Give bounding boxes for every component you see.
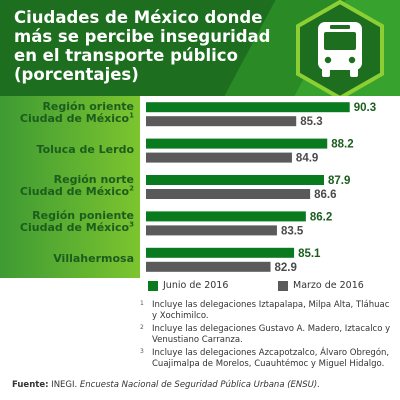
- legend: Junio de 2016 Marzo de 2016: [140, 278, 400, 296]
- data-label: 87.9: [328, 175, 350, 187]
- bar-chart: 90.3 85.3 88.2 84.9 87.9 86.6 86.2 83.5 85.182.9: [140, 96, 400, 278]
- footnotes: 1 Incluye las delegaciones Iztapalapa, Mi…: [138, 300, 396, 372]
- footnote-marker: 3: [129, 220, 134, 229]
- data-label: 85.1: [298, 248, 321, 260]
- footnote: 3 Incluye las delegaciones Azcapotzalco, …: [138, 348, 396, 370]
- header-banner: Ciudades de México donde más se percibe …: [0, 0, 400, 96]
- bar: [146, 225, 277, 236]
- chart-area: 90.3 85.3 88.2 84.9 87.9 86.6 86.2 83.5 85.1 82.9…: [0, 96, 400, 278]
- category-label: Villahermosa: [0, 251, 140, 265]
- category-label-line: Toluca de Lerdo: [36, 142, 134, 156]
- category-label: Toluca de Lerdo: [0, 142, 140, 156]
- footnote: 1 Incluye las delegaciones Iztapalapa, Mi…: [138, 300, 396, 322]
- data-label: 88.2: [331, 139, 353, 151]
- category-label-line: Ciudad de México3: [19, 220, 134, 235]
- legend-swatch: [148, 281, 158, 291]
- plot-background: [140, 96, 400, 278]
- chart-title: Ciudades de México donde más se percibe …: [14, 8, 304, 84]
- footnote-number: 2: [140, 324, 144, 331]
- footnote-text: Incluye las delegaciones Iztapalapa, Mil…: [152, 300, 390, 321]
- category-label-line: Ciudad de México2: [19, 184, 134, 198]
- footnote-marker: 2: [129, 184, 134, 193]
- source-survey: Encuesta Nacional de Seguridad Pública U…: [79, 380, 320, 390]
- category-label-line: Ciudad de México1: [19, 111, 134, 126]
- source-note: Fuente: INEGI. Encuesta Nacional de Segu…: [12, 380, 392, 390]
- footnote: 2 Incluye las delegaciones Gustavo A. Mad…: [138, 324, 396, 346]
- bar: [146, 175, 325, 185]
- category-label: Región norte Ciudad de México2: [0, 174, 140, 198]
- footnote-marker: 1: [129, 111, 134, 120]
- bus-icon-badge: [296, 0, 384, 96]
- bar: [146, 102, 350, 113]
- bus-icon: [318, 22, 362, 77]
- data-label: 86.6: [314, 189, 336, 201]
- category-label-line: Región poniente: [32, 209, 134, 223]
- bar: [146, 138, 328, 149]
- bar: [146, 116, 297, 127]
- footnote-text: Incluye las delegaciones Azcapotzalco, Á…: [152, 348, 390, 369]
- footnote-number: 1: [140, 300, 144, 307]
- bar: [146, 211, 306, 222]
- bar: [146, 189, 311, 199]
- data-label: 83.5: [281, 225, 304, 237]
- data-label: 84.9: [296, 153, 318, 165]
- legend-label: Marzo de 2016: [293, 280, 364, 291]
- bar: [146, 261, 271, 272]
- bar: [146, 152, 292, 163]
- source-label: Fuente:: [12, 380, 49, 390]
- category-label-line: Región oriente: [42, 100, 134, 114]
- data-label: 90.3: [354, 102, 376, 114]
- category-label: Región oriente Ciudad de México1: [0, 101, 140, 125]
- title-line: (porcentajes): [14, 65, 139, 84]
- category-label: Región poniente Ciudad de México3: [0, 210, 140, 234]
- category-label-line: Villahermosa: [53, 251, 134, 265]
- source-org: INEGI.: [48, 380, 80, 390]
- category-label-line: Región norte: [53, 173, 134, 186]
- title-line: Ciudades de México donde: [14, 8, 263, 27]
- data-label: 86.2: [310, 211, 332, 223]
- data-label: 85.3: [300, 116, 322, 128]
- legend-swatch: [278, 281, 288, 291]
- footnote-text: Incluye las delegaciones Gustavo A. Made…: [152, 324, 391, 345]
- data-label: 82.9: [275, 262, 297, 274]
- legend-label: Junio de 2016: [163, 280, 229, 291]
- footnote-number: 3: [140, 348, 144, 355]
- bar: [146, 247, 295, 258]
- title-line: más se percibe inseguridad: [14, 27, 271, 46]
- title-line: en el transporte público: [14, 46, 238, 65]
